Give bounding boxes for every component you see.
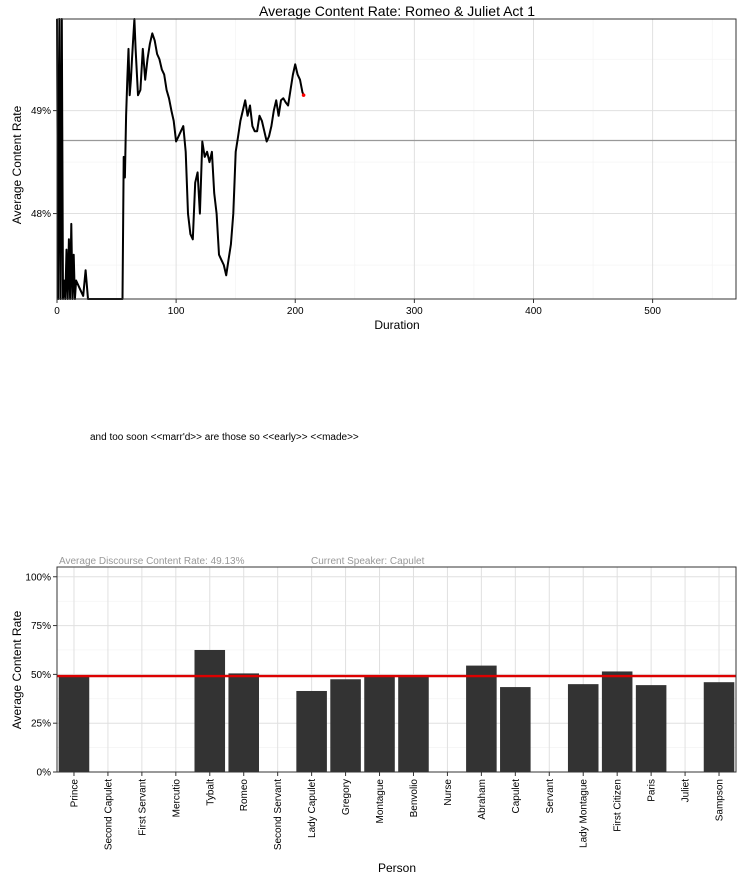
bar (500, 687, 531, 772)
y-tick-label: 49% (31, 106, 51, 117)
bar (296, 690, 327, 772)
y-tick-label: 100% (25, 572, 51, 583)
y-tick-label: 48% (31, 209, 51, 220)
x-tick-label: 100 (168, 306, 185, 317)
bar-chart-y-label: Average Content Rate (10, 610, 24, 729)
x-tick-label: 500 (644, 306, 661, 317)
bar (364, 676, 395, 772)
x-tick-label: Prince (69, 779, 80, 808)
bar-chart-x-ticks: Prince Second Capulet First Servant Mercuti… (69, 772, 726, 850)
line-chart-y-ticks: 48% 49% (31, 106, 57, 220)
x-tick-label: Gregory (341, 779, 352, 815)
bar (194, 649, 226, 772)
bar-chart-bars (58, 649, 735, 772)
line-chart-title: Average Content Rate: Romeo & Juliet Act… (259, 3, 535, 19)
x-tick-label: Second Capulet (103, 779, 114, 850)
bar (398, 676, 429, 772)
y-tick-label: 0% (37, 768, 52, 779)
x-tick-label: Tybalt (205, 779, 216, 806)
bar-chart-average-rate: Average Discourse Content Rate: 49.13% (59, 556, 245, 567)
x-tick-label: Benvolio (409, 779, 420, 818)
x-tick-label: Sampson (715, 779, 726, 821)
x-tick-label: Abraham (477, 779, 488, 820)
line-chart-panel-border (56, 18, 737, 300)
series-endpoint (301, 93, 306, 97)
bar (635, 685, 667, 772)
y-tick-label: 50% (31, 670, 51, 681)
bar-chart-panel-border (56, 566, 737, 773)
line-chart-y-label: Average Content Rate (10, 105, 24, 224)
x-tick-label: Capulet (511, 779, 522, 814)
x-tick-label: Lady Capulet (307, 779, 318, 838)
bar-chart-y-ticks: 0% 25% 50% 75% 100% (25, 572, 57, 779)
bar (703, 682, 735, 772)
x-tick-label: Lady Montague (579, 779, 590, 848)
line-chart-series (56, 18, 306, 300)
bar (58, 676, 90, 772)
bar (466, 665, 497, 772)
x-tick-label: Servant (545, 779, 556, 814)
bar (330, 679, 361, 772)
bar-chart-x-label: Person (378, 861, 416, 875)
x-tick-label: Paris (647, 779, 658, 802)
x-tick-label: Mercutio (171, 779, 182, 818)
current-line-caption: and too soon <<marr'd>> are those so <<e… (90, 432, 359, 443)
line-chart-x-ticks: 0 100 200 300 400 500 (54, 299, 661, 317)
bar (601, 671, 633, 772)
bar-chart-grid (57, 567, 736, 773)
bar-chart: Average Discourse Content Rate: 49.13% C… (10, 556, 737, 875)
x-tick-label: Romeo (239, 779, 250, 812)
x-tick-label: Second Servant (273, 779, 284, 850)
x-tick-label: Montague (375, 779, 386, 824)
series-line (56, 18, 305, 300)
y-tick-label: 75% (31, 621, 51, 632)
x-tick-label: 0 (54, 306, 60, 317)
x-tick-label: 300 (406, 306, 423, 317)
bar (567, 684, 599, 772)
line-chart: Average Content Rate: Romeo & Juliet Act… (10, 3, 737, 332)
x-tick-label: 400 (525, 306, 542, 317)
x-tick-label: First Citizen (613, 779, 624, 832)
x-tick-label: 200 (287, 306, 304, 317)
x-tick-label: First Servant (137, 779, 148, 836)
bar-chart-current-speaker: Current Speaker: Capulet (311, 556, 425, 567)
y-tick-label: 25% (31, 719, 51, 730)
x-tick-label: Juliet (681, 779, 692, 803)
x-tick-label: Nurse (443, 779, 454, 806)
bar (228, 673, 260, 772)
line-chart-x-label: Duration (374, 318, 419, 332)
